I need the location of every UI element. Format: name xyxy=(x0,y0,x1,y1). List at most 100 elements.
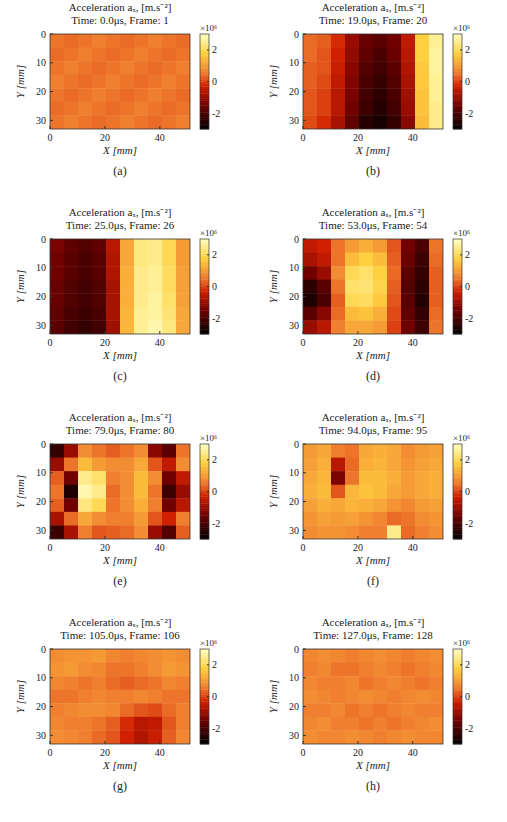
cell xyxy=(401,88,415,102)
cell xyxy=(78,266,92,280)
cell xyxy=(387,320,401,334)
colorbar-swatch xyxy=(453,34,462,37)
cell xyxy=(387,676,401,690)
y-tick xyxy=(303,296,306,297)
cell xyxy=(162,485,176,499)
colorbar-swatch xyxy=(453,666,462,669)
colorbar-tick xyxy=(207,728,209,729)
cell xyxy=(106,88,120,102)
colorbar-swatch xyxy=(200,530,209,533)
y-axis-label: Y [mm] xyxy=(14,270,26,303)
cell xyxy=(429,102,443,116)
cell xyxy=(317,34,331,48)
cell xyxy=(415,88,429,102)
colorbar-swatch xyxy=(200,325,209,328)
cell xyxy=(429,280,443,294)
cell xyxy=(148,703,162,717)
cell xyxy=(106,730,120,744)
colorbar-tick-label: 2 xyxy=(465,249,470,260)
colorbar-swatch xyxy=(200,244,209,247)
x-tick-label: 40 xyxy=(155,747,165,758)
cell xyxy=(387,307,401,321)
cell xyxy=(92,320,106,334)
cell xyxy=(373,690,387,704)
title: Acceleration aₓ, [m.s⁻²] xyxy=(322,1,425,13)
cell xyxy=(415,307,429,321)
cell xyxy=(162,703,176,717)
cell xyxy=(429,88,443,102)
cell xyxy=(429,320,443,334)
colorbar-swatch xyxy=(453,487,462,490)
colorbar-label: ×10⁶ xyxy=(200,228,217,238)
cell xyxy=(317,471,331,485)
colorbar-swatch xyxy=(200,473,209,476)
cell xyxy=(303,307,317,321)
caption: (h) xyxy=(366,779,380,793)
cell xyxy=(303,512,317,526)
colorbar-swatch xyxy=(453,67,462,70)
cell xyxy=(50,458,64,472)
colorbar-swatch xyxy=(200,730,209,733)
subtitle: Time: 79.0μs, Frame: 80 xyxy=(66,424,175,436)
cell xyxy=(92,703,106,717)
x-axis-label: X [mm] xyxy=(355,554,390,566)
x-tick-label: 0 xyxy=(48,542,53,553)
cell xyxy=(134,293,148,307)
colorbar-swatch xyxy=(200,63,209,66)
colorbar-swatch xyxy=(453,465,462,468)
cell xyxy=(317,703,331,717)
colorbar-swatch xyxy=(200,451,209,454)
y-tick xyxy=(303,267,306,268)
colorbar-swatch xyxy=(453,303,462,306)
colorbar-swatch xyxy=(200,329,209,332)
colorbar-swatch xyxy=(200,689,209,692)
cell xyxy=(92,61,106,75)
cell xyxy=(92,34,106,48)
cell xyxy=(331,663,345,677)
cell xyxy=(345,115,359,129)
cell xyxy=(78,102,92,116)
cell xyxy=(401,649,415,663)
cell xyxy=(120,458,134,472)
colorbar-swatch xyxy=(453,477,462,480)
cell xyxy=(106,293,120,307)
colorbar-swatch xyxy=(453,105,462,108)
colorbar-swatch xyxy=(453,294,462,297)
cell xyxy=(415,730,429,744)
cell xyxy=(387,266,401,280)
colorbar-swatch xyxy=(200,322,209,325)
cell xyxy=(134,266,148,280)
y-tick xyxy=(303,34,306,35)
cell xyxy=(415,115,429,129)
colorbar-swatch xyxy=(453,678,462,681)
x-tick xyxy=(104,536,105,539)
colorbar-swatch xyxy=(200,120,209,123)
cell xyxy=(401,444,415,458)
cell xyxy=(317,458,331,472)
y-tick-label: 0 xyxy=(294,439,299,450)
colorbar-swatch xyxy=(453,96,462,99)
colorbar-swatch xyxy=(453,70,462,73)
cell xyxy=(401,320,415,334)
x-tick-label: 20 xyxy=(100,542,110,553)
x-tick-label: 40 xyxy=(408,747,418,758)
colorbar-tick xyxy=(460,113,462,114)
cell xyxy=(50,663,64,677)
colorbar-swatch xyxy=(453,499,462,502)
cell xyxy=(106,75,120,89)
cell xyxy=(387,690,401,704)
cell xyxy=(359,676,373,690)
y-tick-label: 30 xyxy=(36,730,46,741)
colorbar-tick-label: 0 xyxy=(465,691,470,702)
subtitle: Time: 19.0μs, Frame: 20 xyxy=(319,14,428,26)
cell xyxy=(134,115,148,129)
cell xyxy=(64,307,78,321)
cell xyxy=(387,239,401,253)
y-tick-label: 30 xyxy=(36,320,46,331)
y-tick-label: 0 xyxy=(294,644,299,655)
colorbar-swatch xyxy=(453,51,462,54)
cell xyxy=(345,266,359,280)
cell xyxy=(331,525,345,539)
cell xyxy=(64,512,78,526)
x-tick xyxy=(303,536,304,539)
